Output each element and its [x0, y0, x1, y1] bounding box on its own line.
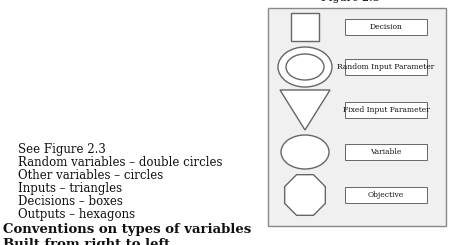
Text: Variable: Variable [370, 148, 402, 156]
FancyBboxPatch shape [345, 187, 427, 203]
Text: Figure 2.3: Figure 2.3 [321, 0, 379, 3]
FancyBboxPatch shape [345, 144, 427, 160]
Polygon shape [280, 90, 330, 130]
Text: Other variables – circles: Other variables – circles [18, 169, 163, 182]
Polygon shape [285, 175, 325, 215]
Text: Outputs – hexagons: Outputs – hexagons [18, 208, 135, 221]
Text: Objective: Objective [368, 191, 404, 199]
Text: Inputs – triangles: Inputs – triangles [18, 182, 122, 195]
FancyBboxPatch shape [291, 13, 319, 41]
FancyBboxPatch shape [268, 8, 446, 226]
FancyBboxPatch shape [345, 102, 427, 118]
Text: Fixed Input Parameter: Fixed Input Parameter [343, 106, 430, 114]
Text: Random Input Parameter: Random Input Parameter [337, 63, 435, 71]
Text: Random variables – double circles: Random variables – double circles [18, 156, 223, 169]
Ellipse shape [281, 135, 329, 169]
Text: Built from right to left: Built from right to left [3, 238, 170, 245]
Text: Decision: Decision [370, 23, 403, 31]
Text: Conventions on types of variables: Conventions on types of variables [3, 223, 251, 236]
FancyBboxPatch shape [345, 19, 427, 35]
Text: Decisions – boxes: Decisions – boxes [18, 195, 123, 208]
Text: See Figure 2.3: See Figure 2.3 [18, 143, 106, 156]
Ellipse shape [278, 47, 332, 87]
FancyBboxPatch shape [345, 59, 427, 75]
